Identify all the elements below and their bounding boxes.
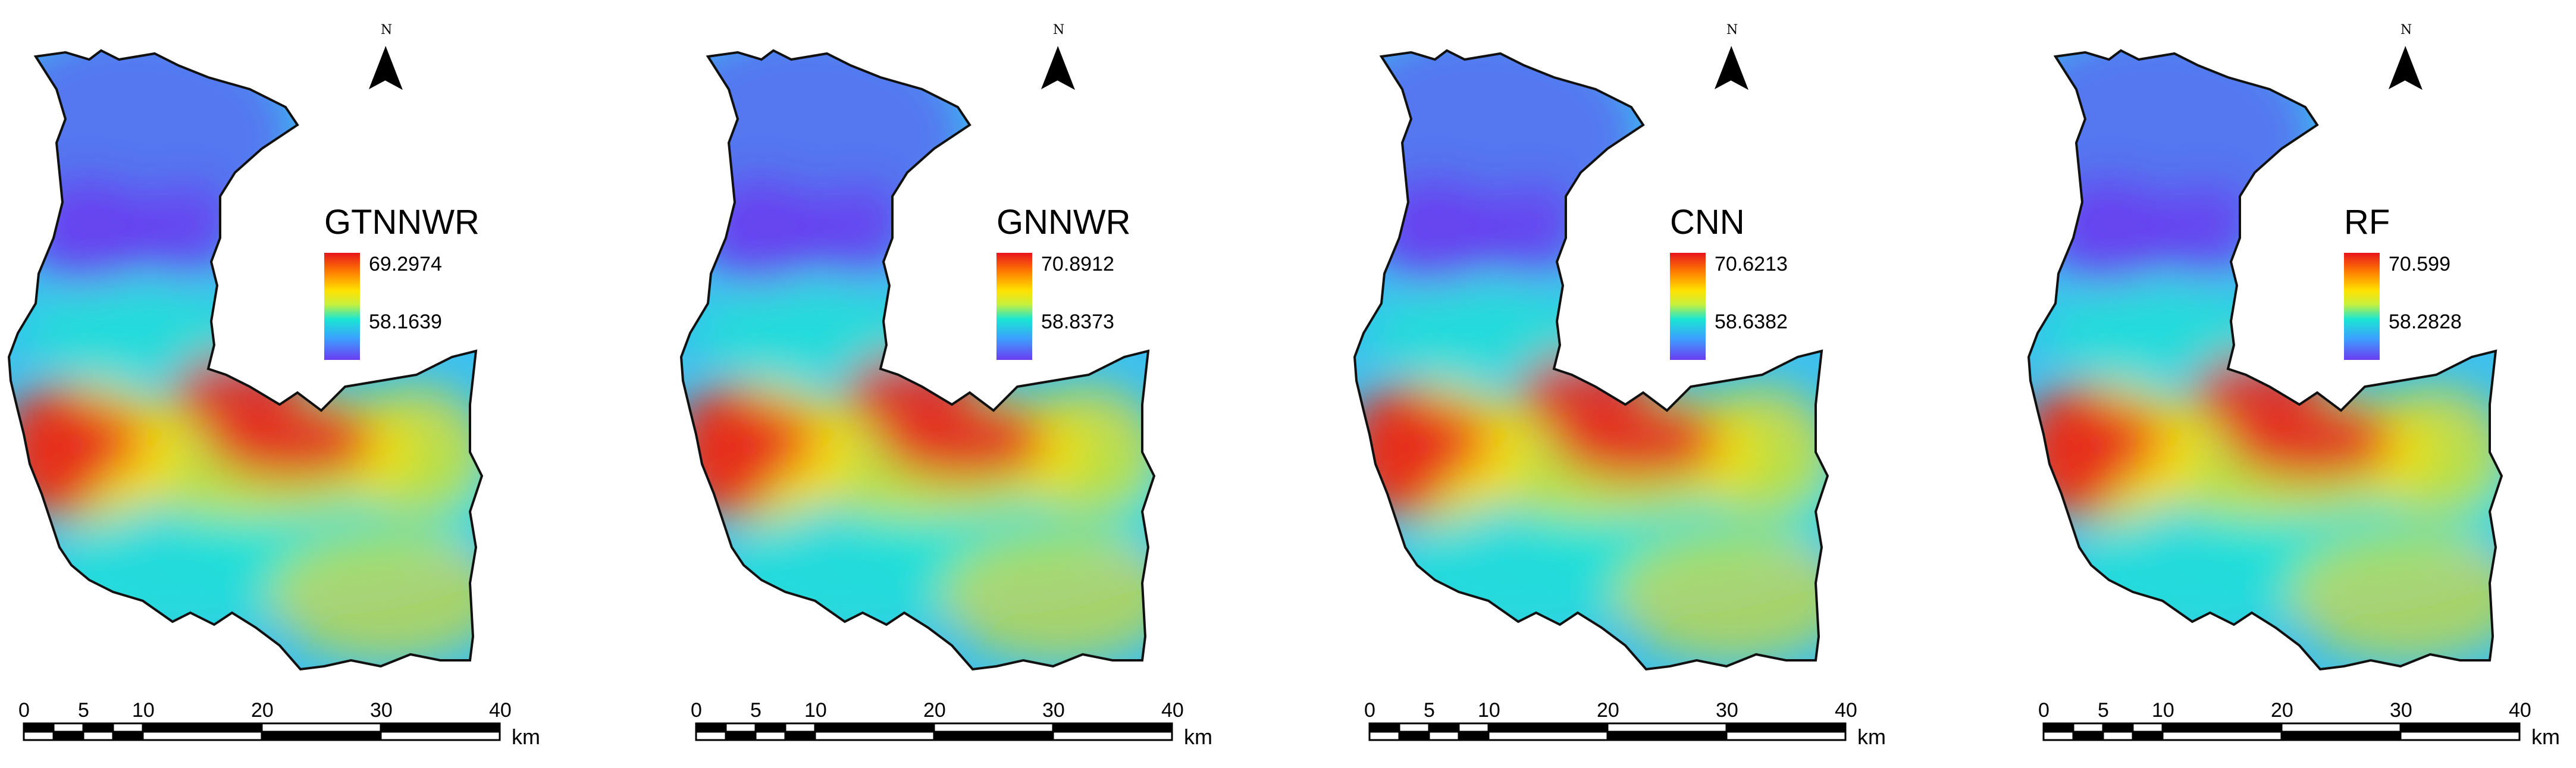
scale-tick-label: 30 [370,699,393,722]
scale-tick-label: 20 [2271,699,2293,722]
legend-min-value: 58.6382 [1715,311,1788,333]
scale-bar [2042,722,2521,741]
surface-blob [48,506,309,637]
scale-unit-label: km [1857,725,1886,749]
legend-min-value: 58.2828 [2389,311,2462,333]
scale-tick-label: 0 [18,699,30,722]
scale-tick-label: 40 [2509,699,2531,722]
scale-tick-label: 0 [1364,699,1375,722]
surface-blob [1364,286,1602,381]
scale-bar [23,722,501,741]
region-boundary [7,49,484,671]
legend-max-value: 70.599 [2389,253,2450,275]
legend-title: GTNNWR [324,203,480,242]
north-label: N [381,23,393,37]
legend-title: RF [2344,203,2390,242]
map-panel-gtnnwr: N GTNNWR 69.2974 58.1639 0 5 10 20 30 40 km [0,0,644,768]
surface-blob [940,529,1154,660]
surface-blob [735,405,818,476]
north-arrow-icon [369,46,403,90]
surface-blob [2067,506,2329,637]
surface-blob [1477,187,1584,277]
north-label: N [1053,23,1065,37]
surface-blob [18,286,256,381]
legend-title: CNN [1670,203,1745,242]
north-arrow-icon [1041,46,1075,90]
scale-tick-label: 5 [750,699,761,722]
map-panel-cnn: N CNN 70.6213 58.6382 0 5 10 20 30 40 km [1346,0,1989,768]
legend-max-value: 70.8912 [1041,253,1114,275]
scale-bar [695,722,1173,741]
scale-tick-label: 40 [1835,699,1857,722]
legend-max-value: 70.6213 [1715,253,1788,275]
surface-blob [131,187,238,277]
surface-blob [2228,402,2395,479]
north-label: N [2400,23,2412,37]
scale-tick-label: 5 [78,699,89,722]
surface-blob [208,402,375,479]
region-boundary [1353,49,1829,671]
scale-tick-label: 5 [1424,699,1435,722]
interpolated-surface-map [7,46,501,741]
legend-color-ramp [2344,253,2380,360]
north-arrow-icon [2389,46,2423,90]
scale-unit-label: km [1184,725,1212,749]
legend-max-value: 69.2974 [369,253,442,275]
surface-blob [1613,529,1828,660]
map-panel-rf: N RF 70.599 58.2828 0 5 10 20 30 40 km [2020,0,2576,768]
map-panel-gnnwr: N GNNWR 70.8912 58.8373 0 5 10 20 30 40 km [672,0,1316,768]
scale-unit-label: km [2531,725,2560,749]
scale-tick-label: 20 [923,699,946,722]
legend-color-ramp [324,253,360,360]
scale-tick-label: 20 [251,699,274,722]
surface-blob [2038,286,2276,381]
scale-tick-label: 0 [2038,699,2049,722]
interpolated-surface-map [679,46,1173,741]
surface-blob [2287,529,2502,660]
surface-blob [2082,405,2166,476]
north-label: N [1726,23,1738,37]
surface-blob [1408,405,1491,476]
scale-tick-label: 0 [691,699,702,722]
interpolated-surface-map [2027,46,2521,741]
legend-min-value: 58.1639 [369,311,442,333]
scale-tick-label: 30 [1716,699,1738,722]
scale-tick-label: 10 [132,699,155,722]
surface-blob [1554,402,1721,479]
surface-blob [268,529,482,660]
surface-blob [880,402,1047,479]
legend-color-ramp [1670,253,1706,360]
surface-blob [1393,506,1655,637]
scale-tick-label: 30 [1042,699,1065,722]
surface-blob [803,187,910,277]
scale-tick-label: 20 [1597,699,1619,722]
scale-unit-label: km [512,725,540,749]
legend-title: GNNWR [996,203,1131,242]
scale-tick-label: 5 [2098,699,2109,722]
interpolated-surface-map [1353,46,1847,741]
scale-tick-label: 40 [1161,699,1184,722]
surface-blob [62,405,146,476]
legend-min-value: 58.8373 [1041,311,1114,333]
scale-tick-label: 10 [804,699,827,722]
scale-tick-label: 40 [489,699,512,722]
region-boundary [679,49,1156,671]
scale-tick-label: 10 [2152,699,2174,722]
surface-blob [2151,187,2258,277]
scale-bar [1368,722,1847,741]
scale-tick-label: 30 [2390,699,2412,722]
surface-blob [720,506,982,637]
north-arrow-icon [1715,46,1748,90]
scale-tick-label: 10 [1478,699,1500,722]
region-boundary [2027,49,2503,671]
legend-color-ramp [996,253,1032,360]
surface-blob [690,286,928,381]
